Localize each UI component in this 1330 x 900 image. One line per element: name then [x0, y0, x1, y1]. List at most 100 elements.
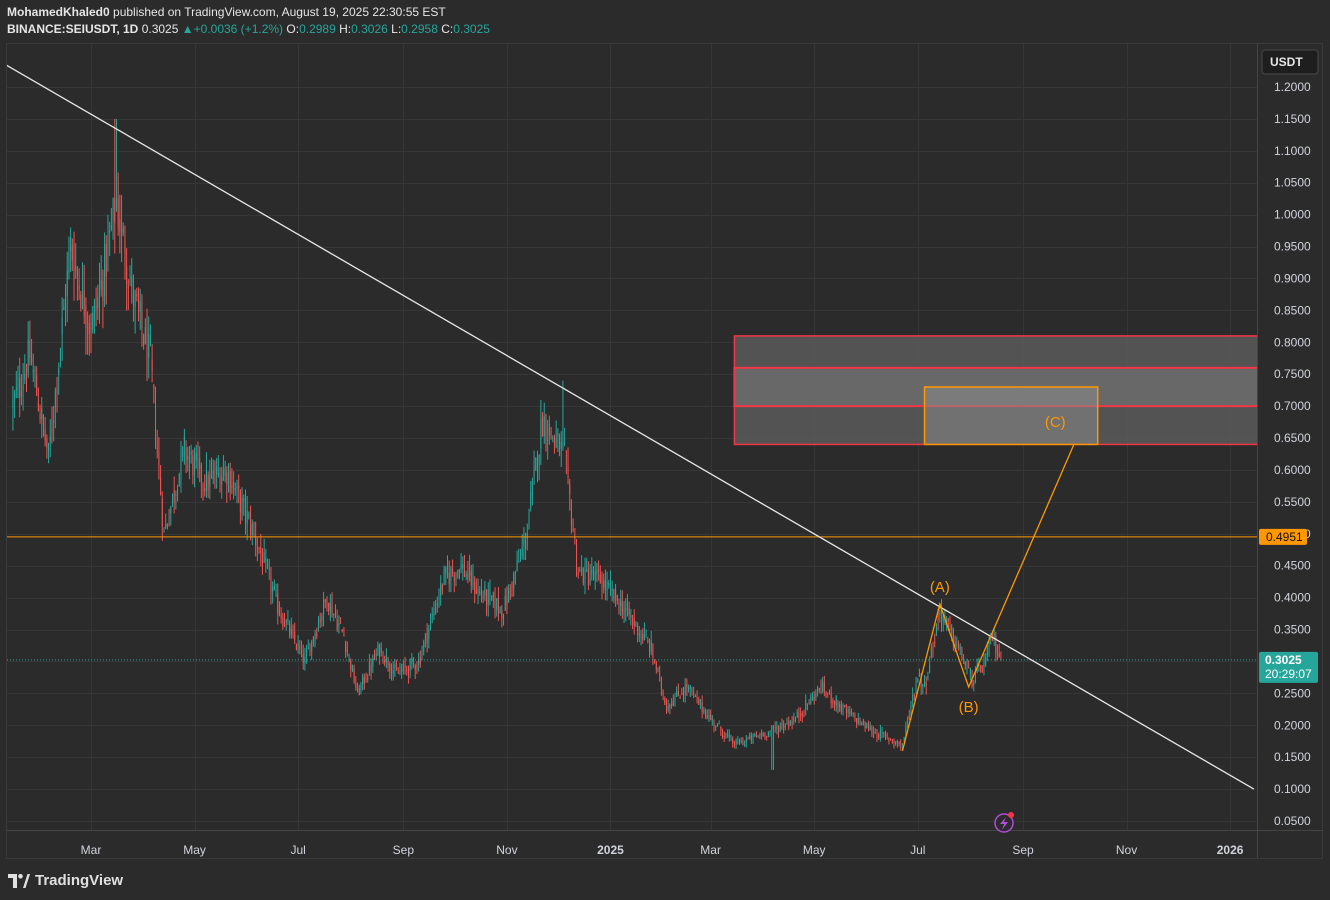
- high-label: H:: [339, 22, 352, 36]
- chart-background: [0, 41, 1330, 861]
- candle-body: [58, 368, 60, 376]
- candle-body: [126, 266, 128, 285]
- candle-body: [255, 536, 257, 546]
- candle-body: [280, 614, 282, 619]
- candle-body: [319, 619, 321, 623]
- candle-body: [718, 723, 720, 725]
- candle-body: [557, 433, 559, 436]
- candle-body: [817, 686, 819, 692]
- current-price-tag-bg: [1259, 651, 1318, 683]
- candle-body: [715, 726, 717, 728]
- candle-body: [25, 372, 27, 380]
- candle-body: [608, 582, 610, 586]
- candle-body: [138, 298, 140, 309]
- candle-body: [828, 689, 830, 694]
- candle-body: [42, 414, 44, 426]
- price-chart[interactable]: 1.2000 1.1500 1.1000 1.0500 1.0000 0.9500 0.90…: [0, 41, 1330, 861]
- author-name[interactable]: MohamedKhaled0: [7, 5, 110, 19]
- chart-area[interactable]: 1.2000 1.1500 1.1000 1.0500 1.0000 0.9500 0.90…: [0, 41, 1330, 861]
- candle-body: [990, 638, 992, 640]
- candle-body: [192, 455, 194, 476]
- candle-body: [178, 474, 180, 487]
- candle-body: [309, 647, 311, 656]
- candle-body: [54, 389, 56, 407]
- tradingview-logo[interactable]: TradingView: [8, 872, 123, 889]
- candle-body: [155, 407, 157, 441]
- candle-body: [918, 673, 920, 677]
- candle-body: [41, 408, 43, 420]
- candle-body: [370, 665, 372, 671]
- candle-body: [908, 716, 910, 719]
- candle-body: [175, 494, 177, 496]
- candle-body: [484, 585, 486, 596]
- candle-body: [679, 696, 681, 698]
- candle-body: [776, 726, 778, 729]
- resistance-price-tag-bg: [1259, 528, 1307, 545]
- candle-body: [711, 718, 713, 721]
- candle-body: [576, 544, 578, 569]
- candle-body: [791, 721, 793, 725]
- candle-body: [214, 478, 216, 480]
- candle-body: [997, 654, 999, 656]
- candle-body: [842, 704, 844, 710]
- candle-body: [263, 552, 265, 563]
- candle-body: [489, 590, 491, 596]
- candle-body: [740, 740, 742, 743]
- candle-body: [606, 581, 608, 591]
- candle-body: [856, 718, 858, 725]
- candle-body: [445, 566, 447, 574]
- candle-body: [698, 699, 700, 705]
- resistance-price-tag: 0.4951: [1259, 528, 1307, 545]
- open-value: 0.2989: [299, 22, 336, 36]
- candle-body: [134, 290, 136, 307]
- candle-body: [253, 528, 255, 532]
- candle-body: [881, 732, 883, 734]
- lightning-icon[interactable]: [994, 812, 1014, 833]
- wave-label: (C): [1045, 414, 1066, 431]
- candle-body: [272, 587, 274, 592]
- candle-body: [654, 660, 656, 663]
- candle-body: [772, 727, 774, 729]
- candle-body: [428, 628, 430, 639]
- candle-body: [380, 648, 382, 653]
- candle-body: [813, 696, 815, 701]
- candle-body: [530, 492, 532, 508]
- candle-body: [548, 424, 550, 436]
- candle-body: [85, 307, 87, 329]
- candle-body: [160, 477, 162, 495]
- candle-body: [983, 661, 985, 668]
- candle-body: [236, 482, 238, 494]
- price-axis-tick-label: 1.1500: [1274, 112, 1311, 126]
- candle-body: [124, 239, 126, 266]
- candle-body: [455, 572, 457, 574]
- candle-body: [197, 458, 199, 460]
- candle-body: [890, 739, 892, 741]
- time-axis-tick-label: 2025: [597, 843, 624, 857]
- candle-body: [647, 639, 649, 642]
- currency-button[interactable]: USDT: [1261, 49, 1319, 75]
- symbol-label[interactable]: BINANCE:SEIUSDT, 1D: [7, 22, 139, 36]
- candle-body: [350, 659, 352, 671]
- candle-body: [706, 715, 708, 719]
- candle-body: [497, 598, 499, 612]
- candle-body: [88, 322, 90, 335]
- candle-body: [406, 669, 408, 671]
- candle-body: [581, 568, 583, 572]
- candle-body: [27, 339, 29, 373]
- candle-body: [433, 612, 435, 616]
- candle-body: [470, 570, 472, 587]
- close-label: C:: [441, 22, 454, 36]
- currency-button-bg: [1261, 49, 1319, 75]
- candle-body: [492, 592, 494, 602]
- price-axis-tick-label: 0.9000: [1274, 271, 1311, 285]
- price-axis-tick-label: 0.5500: [1274, 495, 1311, 509]
- candle-body: [334, 612, 336, 617]
- candle-body: [173, 491, 175, 502]
- candle-body: [321, 616, 323, 620]
- candle-body: [611, 588, 613, 592]
- candle-body: [211, 471, 213, 474]
- candle-body: [713, 721, 715, 727]
- candle-body: [662, 691, 664, 695]
- candle-body: [282, 617, 284, 626]
- candle-body: [669, 704, 671, 708]
